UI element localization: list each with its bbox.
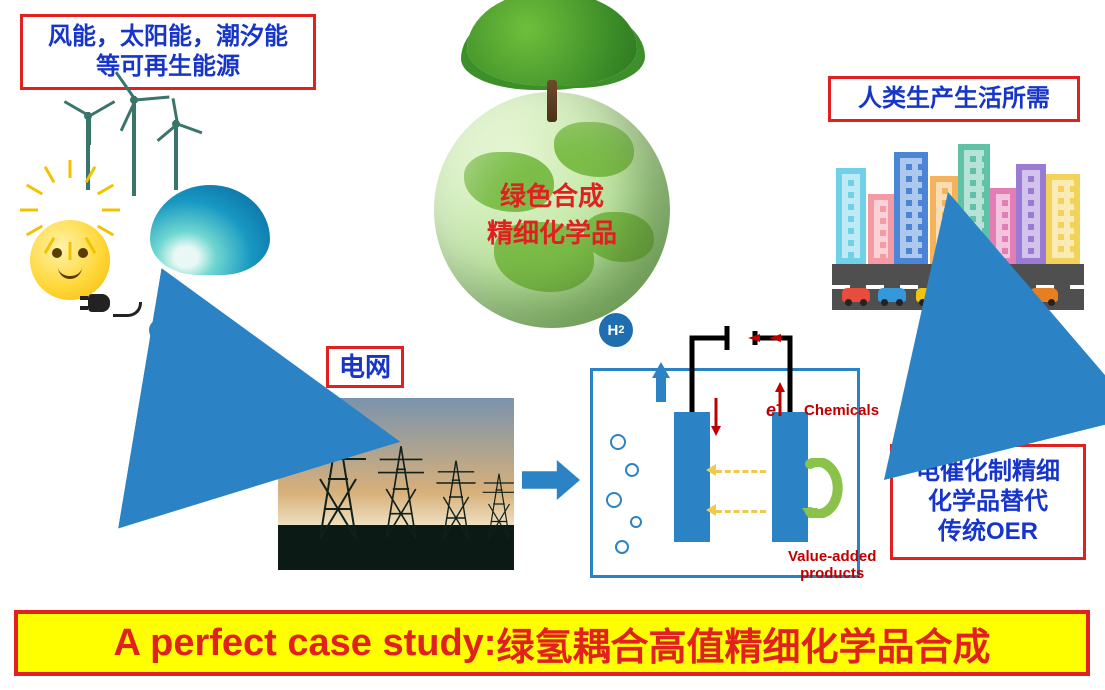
banner-en: A perfect case study: xyxy=(114,622,497,665)
title-banner: A perfect case study:绿氢耦合高值精细化学品合成 xyxy=(14,610,1090,676)
banner-cn: 绿氢耦合高值精细化学品合成 xyxy=(496,616,990,671)
flow-arrow-3 xyxy=(0,0,1105,690)
